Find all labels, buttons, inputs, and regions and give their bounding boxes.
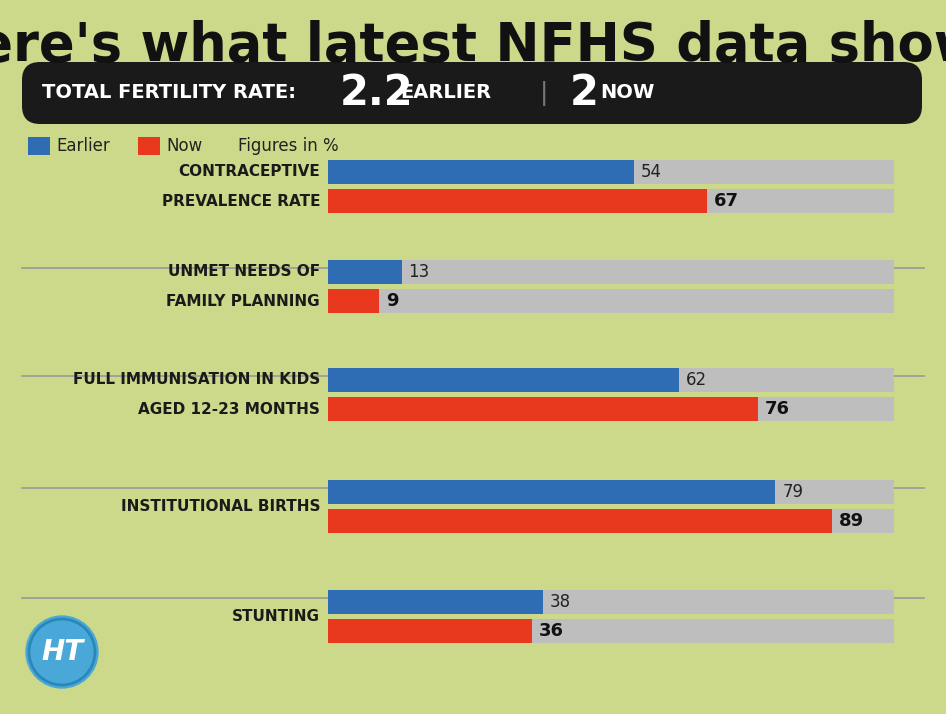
FancyBboxPatch shape — [328, 368, 894, 392]
FancyBboxPatch shape — [328, 590, 894, 614]
Text: 2.2: 2.2 — [340, 72, 413, 114]
Text: |: | — [540, 81, 549, 106]
Text: EARLIER: EARLIER — [400, 84, 491, 103]
Text: 13: 13 — [409, 263, 429, 281]
Text: 38: 38 — [550, 593, 571, 611]
Text: Earlier: Earlier — [56, 137, 110, 155]
FancyBboxPatch shape — [328, 260, 894, 284]
Text: 2: 2 — [570, 72, 599, 114]
Text: 54: 54 — [640, 163, 661, 181]
FancyBboxPatch shape — [28, 137, 50, 155]
Text: 36: 36 — [539, 622, 564, 640]
FancyBboxPatch shape — [328, 260, 402, 284]
FancyBboxPatch shape — [328, 397, 894, 421]
Text: 67: 67 — [714, 192, 739, 210]
Text: AGED 12-23 MONTHS: AGED 12-23 MONTHS — [138, 401, 320, 416]
FancyBboxPatch shape — [328, 590, 543, 614]
FancyBboxPatch shape — [328, 160, 894, 184]
Text: 76: 76 — [765, 400, 790, 418]
FancyBboxPatch shape — [328, 160, 634, 184]
FancyBboxPatch shape — [328, 189, 708, 213]
Text: STUNTING: STUNTING — [232, 609, 320, 624]
FancyBboxPatch shape — [328, 480, 894, 504]
Text: Now: Now — [166, 137, 202, 155]
Text: Here's what latest NFHS data shows: Here's what latest NFHS data shows — [0, 20, 946, 72]
Text: PREVALENCE RATE: PREVALENCE RATE — [162, 193, 320, 208]
Text: NOW: NOW — [600, 84, 655, 103]
FancyBboxPatch shape — [328, 619, 532, 643]
Text: FULL IMMUNISATION IN KIDS: FULL IMMUNISATION IN KIDS — [73, 373, 320, 388]
Text: UNMET NEEDS OF: UNMET NEEDS OF — [167, 264, 320, 279]
Text: Figures in %: Figures in % — [238, 137, 339, 155]
Text: 62: 62 — [686, 371, 707, 389]
FancyBboxPatch shape — [328, 397, 758, 421]
Text: CONTRACEPTIVE: CONTRACEPTIVE — [178, 164, 320, 179]
FancyBboxPatch shape — [328, 619, 894, 643]
FancyBboxPatch shape — [328, 289, 379, 313]
Text: 89: 89 — [839, 512, 864, 530]
FancyBboxPatch shape — [328, 189, 894, 213]
Circle shape — [26, 616, 98, 688]
FancyBboxPatch shape — [328, 480, 775, 504]
Text: 9: 9 — [386, 292, 398, 310]
Text: TOTAL FERTILITY RATE:: TOTAL FERTILITY RATE: — [42, 84, 296, 103]
FancyBboxPatch shape — [328, 289, 894, 313]
FancyBboxPatch shape — [138, 137, 160, 155]
FancyBboxPatch shape — [328, 509, 894, 533]
FancyBboxPatch shape — [328, 509, 832, 533]
Text: FAMILY PLANNING: FAMILY PLANNING — [166, 293, 320, 308]
FancyBboxPatch shape — [328, 368, 679, 392]
FancyBboxPatch shape — [22, 62, 922, 124]
Text: 79: 79 — [782, 483, 803, 501]
Text: HT: HT — [41, 638, 83, 666]
Text: INSTITUTIONAL BIRTHS: INSTITUTIONAL BIRTHS — [120, 499, 320, 514]
